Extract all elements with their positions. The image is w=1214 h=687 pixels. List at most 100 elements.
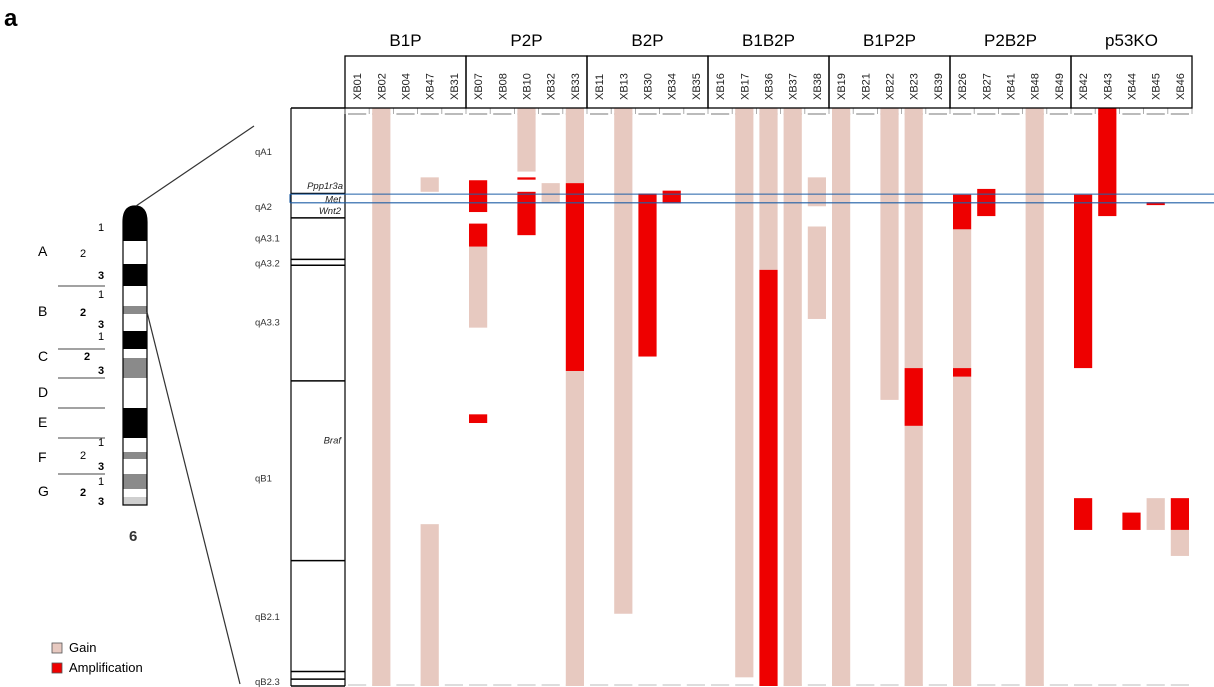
- amplification-segment: [1146, 202, 1165, 206]
- amplification-segment: [1122, 512, 1141, 530]
- sample-label: XB22: [885, 73, 897, 100]
- sample-label: XB07: [473, 73, 485, 100]
- sample-label: XB04: [401, 73, 413, 100]
- gain-segment: [517, 108, 536, 172]
- band-label: qA1: [255, 147, 272, 158]
- gain-segment: [807, 226, 826, 319]
- gain-segment: [953, 229, 972, 369]
- chromosome-band: [123, 452, 147, 459]
- gain-segment: [783, 108, 802, 686]
- region-label: F: [38, 449, 47, 465]
- sample-label: XB10: [522, 73, 534, 100]
- sample-label: XB23: [909, 73, 921, 100]
- amplification-segment: [662, 190, 681, 204]
- sample-label: XB36: [764, 73, 776, 100]
- legend: Gain Amplification: [51, 640, 143, 675]
- region-label: E: [38, 414, 47, 430]
- region-label: C: [38, 348, 48, 364]
- chromosome-outline: [122, 205, 148, 506]
- group-label: B1P2P: [863, 31, 916, 50]
- sample-label: XB38: [812, 73, 824, 100]
- sub-band-label: 1: [98, 476, 104, 488]
- amplification-segment: [953, 368, 972, 377]
- sub-band-label: 3: [98, 270, 104, 282]
- met-highlight-box: [289, 193, 1214, 204]
- sample-label: XB41: [1006, 73, 1018, 100]
- sub-band-label: 3: [98, 461, 104, 473]
- zoom-line-top: [135, 125, 255, 207]
- legend-swatch-amplification: [51, 662, 63, 674]
- band-label: qB1: [255, 473, 272, 484]
- sub-band-label: 2: [80, 450, 86, 462]
- sub-band-label: 2: [84, 351, 90, 363]
- gain-segment: [420, 177, 439, 192]
- gain-segment: [541, 183, 560, 204]
- gain-segment: [807, 177, 826, 207]
- chromosome-band: [123, 331, 147, 349]
- sample-label: XB11: [594, 74, 606, 100]
- sub-band-label: 1: [98, 437, 104, 449]
- sample-label: XB44: [1127, 73, 1139, 100]
- panel-letter: a: [4, 5, 18, 32]
- amplification-segment: [1098, 108, 1117, 217]
- gain-segment: [735, 108, 754, 678]
- group-label: B1B2P: [742, 31, 795, 50]
- chromosome-number: 6: [129, 528, 137, 545]
- zoom-lines: [135, 125, 255, 685]
- sample-label: XB33: [570, 73, 582, 100]
- amplification-segment: [1170, 498, 1189, 530]
- band-label: qA2: [255, 202, 272, 213]
- sample-label: XB31: [449, 73, 461, 100]
- amplification-segment: [904, 368, 923, 426]
- sub-band-label: 1: [98, 289, 104, 301]
- group-box: [1070, 55, 1193, 109]
- chromosome-band: [123, 497, 147, 505]
- sample-label: XB35: [691, 73, 703, 100]
- sample-label: XB37: [788, 73, 800, 100]
- amplification-segment: [1074, 194, 1093, 369]
- sample-label: XB19: [836, 73, 848, 100]
- chromosome-band: [123, 358, 147, 378]
- gene-label: Braf: [324, 435, 343, 446]
- gain-segment: [832, 108, 851, 686]
- amplification-segment: [1074, 498, 1093, 530]
- group-label: P2B2P: [984, 31, 1037, 50]
- sample-label: XB16: [715, 73, 727, 100]
- group-label: p53KO: [1105, 31, 1158, 50]
- copy-number-segments: [372, 108, 1189, 686]
- gene-label: Ppp1r3a: [307, 181, 343, 192]
- gain-segment: [469, 246, 488, 328]
- amplification-segment: [638, 193, 657, 357]
- band-label: qA3.3: [255, 317, 280, 328]
- group-label: P2P: [510, 31, 542, 50]
- chromosome-band: [123, 264, 147, 286]
- sample-label: XB47: [425, 73, 437, 100]
- sample-label: XB49: [1054, 73, 1066, 100]
- region-label: A: [38, 243, 48, 259]
- region-label: G: [38, 483, 49, 499]
- sample-label: XB48: [1030, 73, 1042, 100]
- amplification-segment: [469, 180, 488, 213]
- sample-label: XB42: [1078, 73, 1090, 100]
- sample-label: XB45: [1151, 73, 1163, 100]
- band-label: qB2.3: [255, 677, 280, 687]
- sample-label: XB34: [667, 73, 679, 100]
- legend-swatch-gain: [51, 642, 63, 654]
- gain-segment: [372, 108, 391, 686]
- sample-label: XB21: [860, 73, 872, 100]
- sub-band-label: 2: [80, 307, 86, 319]
- gain-segment: [1146, 498, 1165, 530]
- amplification-segment: [517, 177, 536, 180]
- sample-label: XB27: [981, 73, 993, 100]
- amplification-segment: [565, 183, 584, 371]
- sample-label: XB43: [1102, 73, 1114, 100]
- sub-band-label: 2: [80, 487, 86, 499]
- sub-band-label: 1: [98, 331, 104, 343]
- band-axis: qA1 qA2 qA3.1 qA3.2 qA3.3 qB1 qB2.1 qB2.3: [255, 107, 346, 687]
- gain-segment: [565, 370, 584, 686]
- legend-label-gain: Gain: [69, 640, 96, 655]
- gain-segment: [614, 108, 633, 614]
- sample-label: XB13: [618, 73, 630, 100]
